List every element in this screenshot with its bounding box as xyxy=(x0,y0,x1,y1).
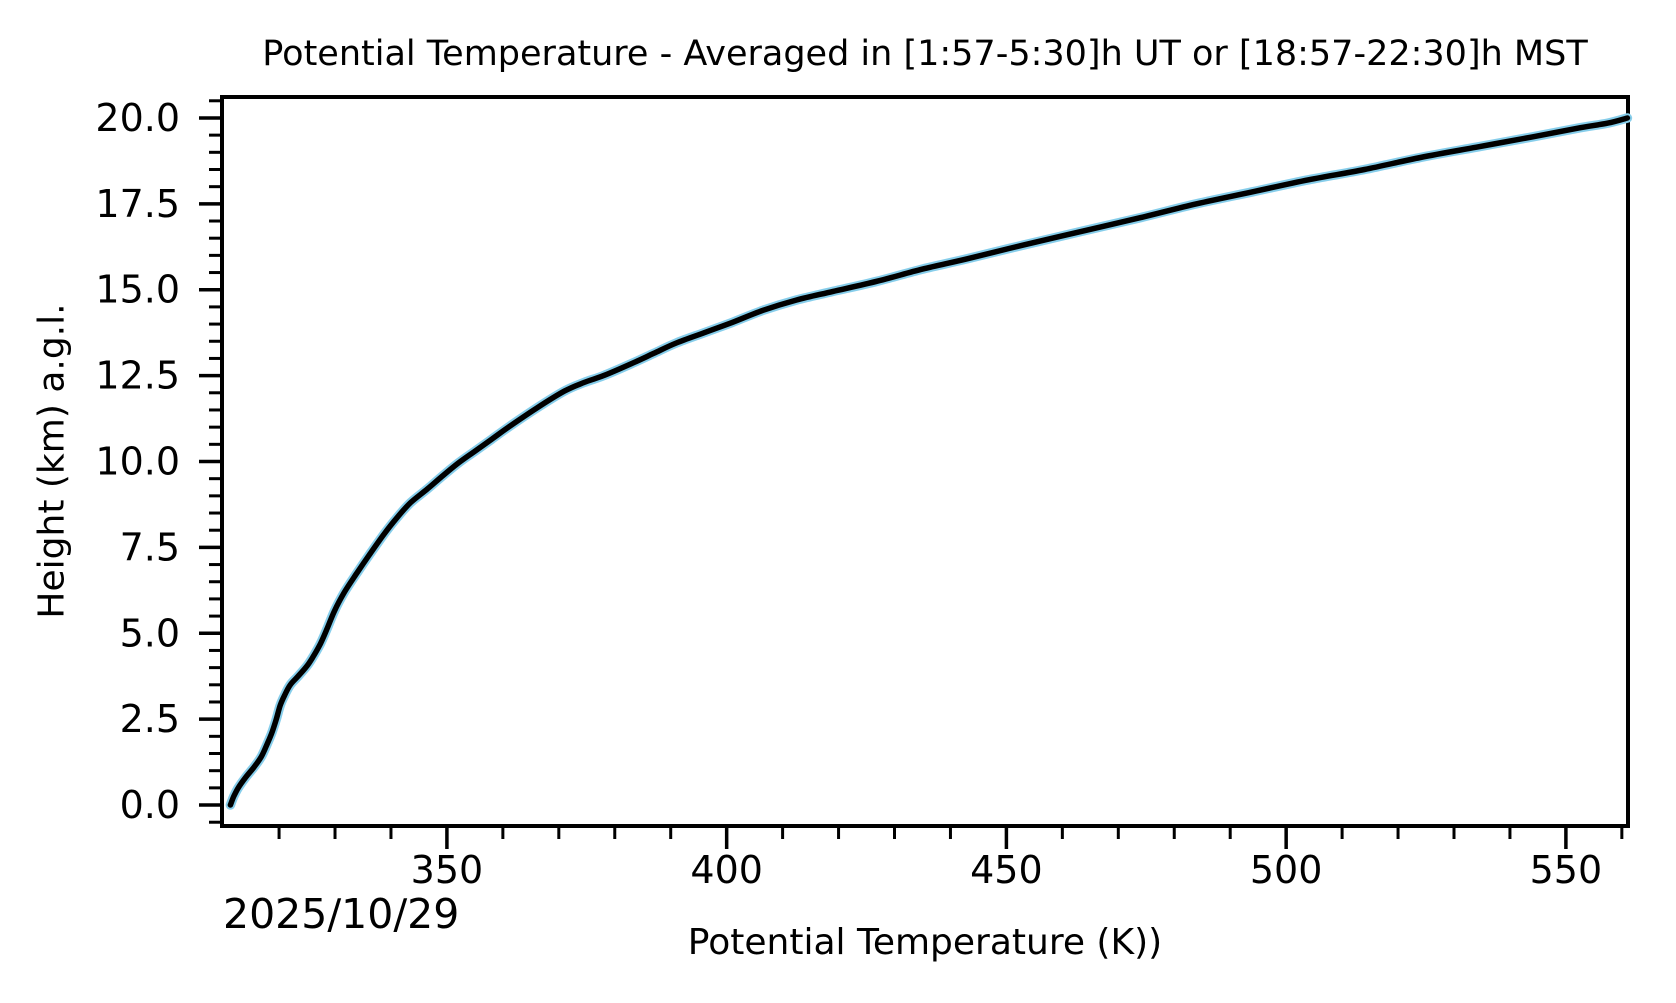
y-tick-label: 17.5 xyxy=(95,182,180,226)
plot-frame xyxy=(220,95,1630,828)
x-tick-label: 400 xyxy=(690,848,763,892)
mean-profile-curve xyxy=(227,115,1631,808)
x-tick-label: 450 xyxy=(970,848,1043,892)
y-tick-label: 7.5 xyxy=(120,525,180,569)
chart-title: Potential Temperature - Averaged in [1:5… xyxy=(262,34,1588,74)
individual-profiles-underlay-curve xyxy=(225,113,1633,810)
x-tick-label: 500 xyxy=(1250,848,1323,892)
y-tick-label: 12.5 xyxy=(95,354,180,398)
y-tick-label: 15.0 xyxy=(95,268,180,312)
y-tick-label: 10.0 xyxy=(95,440,180,484)
y-tick-label: 0.0 xyxy=(120,783,180,827)
x-axis-label: Potential Temperature (K)) xyxy=(687,922,1163,963)
y-tick-label: 2.5 xyxy=(120,697,180,741)
x-tick-label: 350 xyxy=(411,848,484,892)
y-tick-label: 5.0 xyxy=(120,611,180,655)
x-tick-label: 550 xyxy=(1530,848,1603,892)
y-tick-label: 20.0 xyxy=(95,96,180,140)
y-axis-label: Height (km) a.g.l. xyxy=(31,303,73,619)
date-annotation: 2025/10/29 xyxy=(223,890,460,938)
